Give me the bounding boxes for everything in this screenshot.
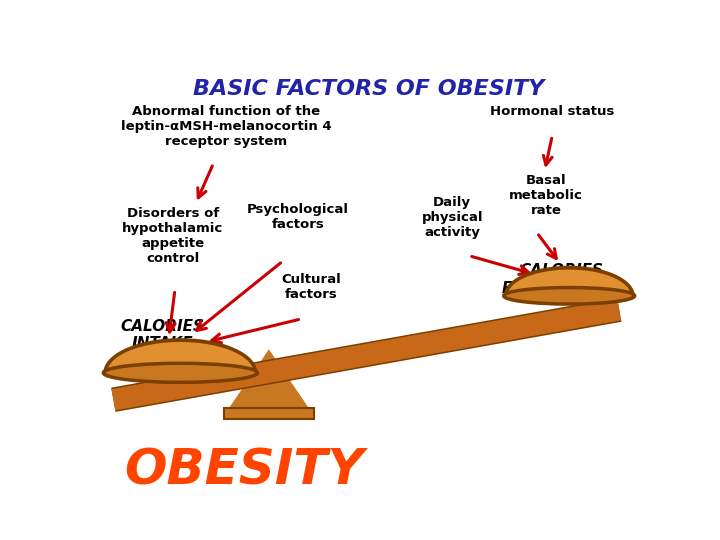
Text: CALORIES
EXPENDITURE: CALORIES EXPENDITURE bbox=[502, 264, 621, 296]
Bar bbox=[224, 408, 314, 419]
Text: OBESITY: OBESITY bbox=[124, 447, 364, 495]
Polygon shape bbox=[504, 266, 634, 296]
Polygon shape bbox=[229, 350, 309, 408]
Text: BASIC FACTORS OF OBESITY: BASIC FACTORS OF OBESITY bbox=[193, 79, 545, 99]
Text: Cultural
factors: Cultural factors bbox=[282, 273, 341, 301]
Text: CALORIES
INTAKE: CALORIES INTAKE bbox=[121, 319, 204, 352]
Text: Basal
metabolic
rate: Basal metabolic rate bbox=[509, 174, 583, 217]
Polygon shape bbox=[111, 298, 621, 412]
Ellipse shape bbox=[504, 287, 634, 304]
Polygon shape bbox=[112, 299, 621, 410]
Polygon shape bbox=[107, 342, 253, 373]
Text: Disorders of
hypothalamic
appetite
control: Disorders of hypothalamic appetite contr… bbox=[122, 207, 223, 265]
Text: Daily
physical
activity: Daily physical activity bbox=[421, 195, 483, 239]
Ellipse shape bbox=[104, 363, 257, 382]
Polygon shape bbox=[508, 269, 631, 296]
Text: Abnormal function of the
leptin-αMSH-melanocortin 4
receptor system: Abnormal function of the leptin-αMSH-mel… bbox=[121, 105, 332, 148]
Text: Hormonal status: Hormonal status bbox=[490, 105, 614, 118]
Text: Psychological
factors: Psychological factors bbox=[247, 204, 349, 232]
Polygon shape bbox=[104, 338, 257, 373]
Polygon shape bbox=[229, 350, 309, 410]
